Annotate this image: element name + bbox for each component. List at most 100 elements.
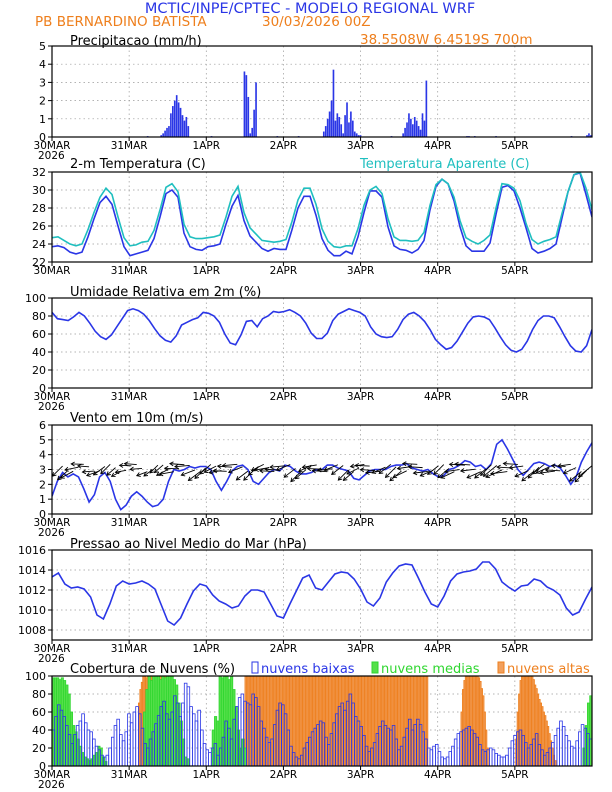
precip-bar	[183, 120, 186, 137]
wind-arrow-head	[459, 468, 465, 474]
y-tick-label: 1008	[18, 624, 46, 637]
header-coords: 38.5508W 6.4519S 700m	[360, 32, 532, 48]
panel-title: Umidade Relativa em 2m (%)	[70, 285, 261, 300]
data-layer	[52, 561, 592, 627]
legend-swatch-orange	[497, 661, 505, 674]
y-tick-label: 60	[32, 706, 46, 719]
data-layer	[52, 438, 592, 511]
wind-arrow-head	[433, 470, 438, 476]
data-layer	[52, 307, 592, 353]
wind-arrow-head	[56, 475, 62, 481]
precip-bar	[402, 133, 404, 137]
x-tick-label: 4APR	[424, 391, 452, 403]
precip-bar	[338, 116, 341, 137]
wind-arrow	[77, 465, 90, 468]
wind-arrow-head	[60, 474, 65, 479]
cloud-bar-blue	[213, 743, 218, 766]
wind-arrow	[372, 466, 386, 474]
wind-arrow-head	[359, 467, 365, 473]
wind-arrow	[169, 463, 185, 466]
precip-bar	[408, 113, 410, 137]
x-tick-label: 5APR	[501, 391, 529, 403]
precip-bar	[346, 102, 348, 137]
y-tick-label: 1016	[18, 544, 46, 557]
precip-bar	[334, 120, 337, 137]
wind-arrow-head	[323, 466, 329, 472]
wind-arrow	[100, 464, 111, 475]
panel-rh: 0 20 40 60 80 100 30MAR 31MAR 1APR 2APR 3APR 4APR 5A…	[25, 285, 593, 413]
wind-arrow	[115, 469, 127, 473]
data-layer	[146, 69, 592, 137]
cloud-bar-green	[182, 738, 186, 766]
precip-bar	[249, 133, 252, 137]
wind-arrow-head	[521, 476, 527, 482]
wind-arrow	[236, 470, 249, 481]
wind-arrow-head	[496, 464, 501, 470]
wind-arrow-head	[290, 477, 295, 483]
data-layer	[52, 676, 592, 766]
precip-bar	[355, 133, 358, 137]
precip-bar	[181, 115, 184, 137]
wind-arrow	[337, 469, 349, 481]
legend-swatch-blue	[251, 661, 259, 674]
precip-bar	[353, 131, 356, 137]
x-tick-label: 30MAR	[34, 265, 71, 277]
x-tick-label: 2APR	[270, 769, 298, 781]
wind-arrow-head	[301, 464, 307, 470]
precip-bar	[164, 130, 166, 137]
wind-arrow	[181, 469, 196, 476]
precip-bar	[421, 113, 424, 137]
wind-arrow-head	[259, 468, 264, 474]
precip-bar	[410, 118, 412, 137]
wind-arrow	[557, 463, 571, 467]
wind-arrow-head	[306, 466, 312, 472]
y-tick-label: 3	[39, 76, 46, 89]
wind-arrow	[440, 471, 455, 479]
precip-bar	[588, 133, 590, 137]
wind-arrow	[283, 468, 296, 478]
plot-frame	[51, 297, 593, 389]
panel-title: Pressao ao Nivel Medio do Mar (hPa)	[70, 537, 307, 552]
wind-arrow	[427, 465, 439, 475]
x-tick-label: 4APR	[424, 517, 452, 529]
x-tick-label: 30MAR	[34, 140, 71, 152]
wind-arrow-head	[64, 466, 69, 472]
precip-bar	[344, 115, 346, 137]
wind-arrow-head	[342, 476, 348, 481]
wind-arrow-head	[208, 469, 214, 475]
wind-arrow	[521, 470, 535, 482]
wind-arrow	[483, 465, 497, 477]
wind-arrow-head	[118, 463, 124, 468]
series-line-blue	[52, 561, 592, 627]
y-tick-label: 2	[39, 478, 46, 491]
wind-arrow	[408, 466, 423, 469]
x-tick-label: 4APR	[424, 265, 452, 277]
header-location: PB BERNARDINO BATISTA	[35, 14, 207, 30]
x-tick-label: 30MAR	[34, 391, 71, 403]
wind-arrow	[545, 469, 561, 472]
wind-arrow	[331, 465, 344, 475]
wind-arrow	[503, 463, 518, 465]
wind-arrow	[164, 467, 180, 470]
plot-frame	[51, 675, 593, 767]
wind-arrow-head	[330, 470, 336, 475]
wind-arrow-head	[389, 476, 394, 482]
wind-arrow-head	[174, 464, 179, 469]
precip-bar	[175, 95, 178, 137]
wind-arrow-head	[70, 461, 75, 467]
wind-arrow-head	[396, 465, 402, 471]
wind-arrow-head	[143, 472, 149, 477]
x-tick-label: 30MAR	[34, 769, 71, 781]
precip-bar	[415, 120, 418, 137]
x-tick-label: 31MAR	[111, 265, 148, 277]
wind-arrow-head	[297, 467, 303, 473]
x-tick-label: 5APR	[501, 140, 529, 152]
wind-arrow-head	[412, 470, 418, 476]
precip-bar	[350, 111, 352, 137]
x-tick-label: 31MAR	[111, 391, 148, 403]
wind-arrow-head	[254, 467, 259, 472]
wind-arrow-head	[129, 466, 134, 472]
wind-arrow-head	[221, 462, 227, 468]
